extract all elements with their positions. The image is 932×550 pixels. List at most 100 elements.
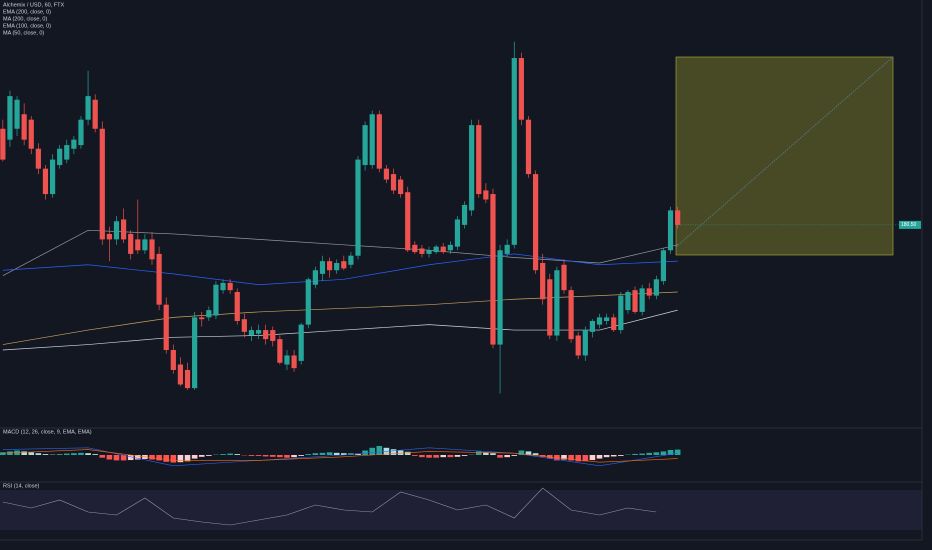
- histogram-bar: [284, 455, 290, 458]
- histogram-bar: [220, 454, 226, 455]
- candle-body: [248, 330, 255, 336]
- histogram-bar: [21, 451, 27, 455]
- histogram-bar: [277, 455, 283, 458]
- histogram-bar: [618, 455, 624, 456]
- drawn-trend-line[interactable]: [675, 56, 894, 248]
- histogram-bar: [28, 452, 35, 455]
- histogram-bar: [85, 453, 91, 455]
- candle-body: [227, 282, 233, 291]
- candle-body: [547, 279, 553, 336]
- histogram-bar: [397, 450, 404, 455]
- histogram-bar: [333, 452, 340, 455]
- indicator-line: [2, 449, 678, 463]
- candle-body: [92, 99, 98, 129]
- indicator-label[interactable]: MA (200, close, 0): [3, 16, 47, 22]
- histogram-bar: [227, 453, 233, 455]
- candle-body: [582, 330, 588, 356]
- histogram-bar: [255, 455, 262, 456]
- histogram-bar: [518, 450, 525, 455]
- candle-body: [298, 324, 304, 361]
- histogram-bar: [674, 449, 681, 455]
- candle-body: [78, 119, 84, 146]
- candle-body: [604, 317, 610, 321]
- candle-body: [42, 168, 49, 195]
- histogram-bar: [135, 455, 141, 460]
- candle-body: [511, 58, 517, 245]
- rsi-label[interactable]: RSI (14, close): [3, 483, 40, 489]
- histogram-bar: [596, 455, 603, 459]
- candle-body: [57, 148, 63, 166]
- histogram-bar: [568, 455, 574, 461]
- indicator-line: [2, 253, 678, 286]
- histogram-bar: [582, 455, 589, 462]
- candle-body: [199, 317, 205, 320]
- histogram-bar: [170, 455, 177, 463]
- indicator-label[interactable]: MA (50, close, 0): [3, 30, 44, 36]
- histogram-bar: [433, 455, 439, 458]
- histogram-bar: [326, 452, 333, 455]
- candle-body: [454, 219, 461, 247]
- histogram-bar: [35, 453, 42, 455]
- histogram-bar: [440, 455, 447, 458]
- candle-body: [49, 159, 56, 195]
- histogram-bar: [177, 455, 184, 463]
- histogram-bar: [291, 455, 297, 458]
- candle-body: [64, 145, 70, 160]
- histogram-bar: [426, 455, 432, 458]
- histogram-bar: [660, 451, 667, 455]
- histogram-bar: [561, 455, 567, 460]
- macd-label[interactable]: MACD (12, 26, close, 9, EMA, EMA): [3, 429, 92, 435]
- histogram-bar: [269, 455, 276, 457]
- candle-body: [412, 244, 418, 253]
- histogram-bar: [120, 455, 127, 461]
- histogram-bar: [127, 455, 134, 461]
- candle-body: [220, 282, 226, 291]
- candle-body: [518, 58, 524, 120]
- histogram-bar: [461, 455, 468, 456]
- histogram-bar: [71, 453, 77, 455]
- candle-body: [71, 139, 77, 149]
- indicator-label[interactable]: EMA (200, close, 0): [3, 9, 51, 15]
- histogram-bar: [404, 451, 411, 455]
- histogram-bar: [319, 452, 326, 455]
- candle-body: [675, 210, 681, 225]
- indicator-label[interactable]: EMA (100, close, 0): [3, 23, 51, 29]
- histogram-bar: [497, 455, 503, 458]
- histogram-bar: [163, 455, 170, 462]
- candle-body: [14, 99, 20, 129]
- histogram-bar: [646, 452, 653, 455]
- candle-body: [398, 179, 404, 195]
- histogram-bar: [511, 455, 518, 456]
- candle-body: [312, 270, 318, 285]
- histogram-bar: [603, 455, 610, 458]
- candle-body: [525, 119, 532, 175]
- histogram-bar: [369, 447, 376, 455]
- candle-body: [326, 261, 333, 271]
- histogram-bar: [156, 455, 162, 461]
- histogram-bar: [610, 455, 617, 457]
- candle-body: [305, 279, 311, 325]
- last-price-box: [899, 220, 921, 229]
- histogram-bar: [305, 454, 312, 455]
- histogram-bar: [525, 451, 532, 455]
- candle-body: [639, 288, 645, 312]
- indicator-line: [2, 447, 678, 467]
- candle-body: [156, 253, 162, 305]
- candle-body: [646, 288, 652, 296]
- candle-body: [7, 96, 13, 140]
- histogram-bar: [234, 454, 241, 455]
- candle-body: [632, 290, 638, 312]
- histogram-bar: [113, 455, 120, 461]
- candle-body: [99, 128, 105, 240]
- histogram-bar: [312, 453, 319, 455]
- histogram-bar: [390, 449, 397, 455]
- histogram-bar: [483, 452, 489, 455]
- histogram-bar: [248, 455, 255, 456]
- candle-body: [192, 317, 198, 389]
- drawn-rectangle[interactable]: [675, 56, 894, 256]
- main-legend: Alchemix / USD, 60, FTX EMA (200, close,…: [3, 2, 92, 489]
- candle-body: [355, 159, 361, 256]
- histogram-bar: [298, 455, 304, 456]
- candle-body: [660, 250, 667, 282]
- symbol-title[interactable]: Alchemix / USD, 60, FTX: [3, 2, 64, 8]
